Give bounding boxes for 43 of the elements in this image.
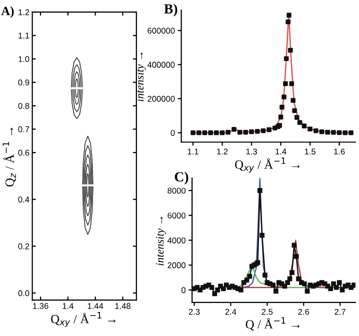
y-tick-label: 1.2 [18, 9, 30, 16]
y-tick-label: 400000 [147, 62, 175, 68]
x-tick-label: 1.5 [304, 148, 316, 154]
y-tick-label: 8000 [168, 188, 186, 194]
x-tick-label: 2.7 [334, 308, 346, 315]
x-axis-title: Q$_{xy}$ / Å$^{−1}$ → [51, 312, 116, 328]
y-tick-label: 4000 [167, 237, 186, 244]
y-tick-label: 600000 [148, 28, 175, 34]
y-tick-label: 0.9 [18, 80, 30, 86]
y-axis-title: intensity → [136, 52, 146, 102]
x-tick-label: 1.1 [188, 148, 198, 154]
x-axis-title: Q$_{xy}$ / Å$^{−1}$ → [235, 158, 300, 173]
x-tick-label: 1.44 [88, 303, 104, 309]
x-tick-label: 1.36 [33, 303, 48, 309]
x-tick-label: 2.6 [298, 308, 310, 315]
x-tick-label: 1.4 [276, 148, 286, 154]
chart-title: A) [1, 6, 14, 18]
x-axis-title: Q / Å$^{−1}$ → [246, 317, 300, 330]
x-tick-label: 1.3 [246, 148, 257, 154]
y-tick-label: 0.4 [18, 196, 30, 202]
y-axis-title: intensity → [156, 216, 166, 266]
x-tick-label: 1.2 [217, 148, 228, 154]
x-tick-label: 1.4 [62, 303, 74, 309]
y-tick-label: 2000 [168, 262, 186, 268]
y-tick-label: 6000 [168, 212, 186, 218]
chart-title: B) [164, 4, 178, 16]
y-tick-label: 1.0 [18, 56, 30, 62]
y-tick-label: 0 [182, 287, 186, 294]
x-tick-label: 2.5 [262, 308, 273, 315]
x-tick-label: 2.4 [225, 308, 236, 315]
y-tick-label: 0.0 [18, 290, 30, 296]
y-tick-label: 0.7 [18, 126, 30, 132]
y-tick-label: 0.2 [18, 243, 30, 250]
x-tick-label: 2.3 [188, 308, 200, 315]
y-tick-label: 200000 [148, 96, 175, 102]
chart-title: C) [174, 172, 188, 184]
y-axis-title: Q$_{z}$ / Å$^{−1}$ → [2, 128, 16, 186]
x-tick-label: 1.48 [115, 303, 130, 309]
y-tick-label: 0.6 [18, 150, 30, 156]
y-tick-label: 0 [170, 130, 175, 136]
y-tick-label: 1.1 [18, 32, 30, 39]
y-tick-label: 0.8 [18, 102, 30, 109]
x-tick-label: 1.6 [334, 148, 345, 154]
